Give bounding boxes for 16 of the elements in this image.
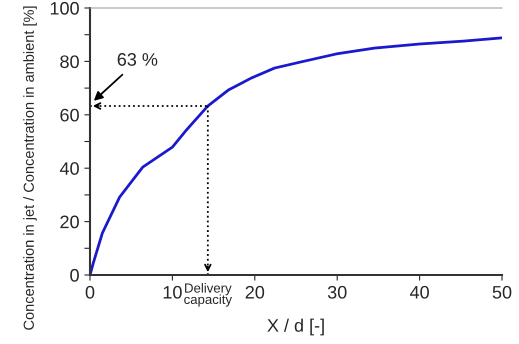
annotation: 63 % bbox=[118, 53, 158, 66]
x-tick-label: 0 bbox=[86, 286, 94, 299]
y-tick-label: 20 bbox=[60, 216, 79, 228]
x-tick-label: 30 bbox=[328, 286, 347, 299]
ref-line-label: Delivery capacity bbox=[184, 283, 232, 307]
y-tick-label: 80 bbox=[60, 55, 79, 68]
x-tick-label: 40 bbox=[410, 286, 429, 299]
x-tick-label: 10 bbox=[164, 286, 182, 299]
x-tick-label: 50 bbox=[492, 286, 512, 299]
x-tick-label: 20 bbox=[246, 286, 264, 299]
y-tick-label: 0 bbox=[70, 268, 79, 282]
x-axis-title: X / d [-] bbox=[267, 318, 324, 336]
y-tick-label: 100 bbox=[50, 2, 79, 15]
y-tick-label: 60 bbox=[60, 108, 79, 122]
y-axis-title: Concentration in jet / Concentration in ambient [%] bbox=[23, 6, 37, 330]
y-tick-label: 40 bbox=[60, 162, 79, 175]
